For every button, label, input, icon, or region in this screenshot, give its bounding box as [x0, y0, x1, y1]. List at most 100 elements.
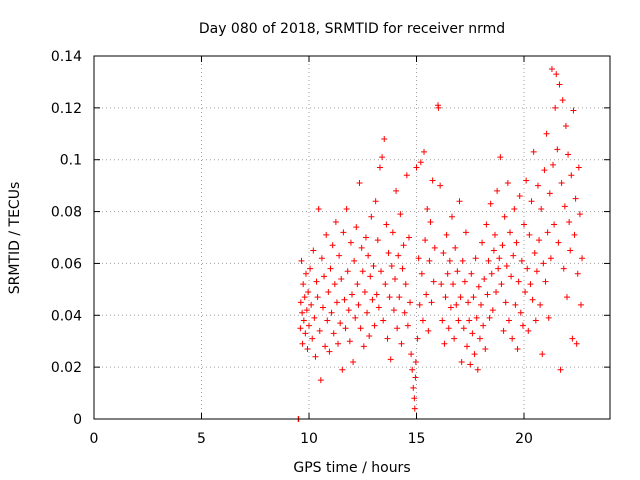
- data-point: [359, 268, 366, 275]
- data-point: [495, 265, 502, 272]
- data-point: [491, 231, 498, 238]
- data-point: [475, 283, 482, 290]
- data-point: [552, 104, 559, 111]
- data-point: [341, 296, 348, 303]
- data-point: [383, 221, 390, 228]
- x-tick-label: 0: [90, 431, 99, 447]
- data-point: [371, 322, 378, 329]
- data-point: [545, 314, 552, 321]
- x-axis-label: GPS time / hours: [293, 460, 410, 476]
- data-point: [499, 242, 506, 249]
- data-point: [498, 281, 505, 288]
- data-point: [453, 301, 460, 308]
- data-points: [295, 65, 586, 422]
- data-point: [346, 338, 353, 345]
- data-point: [573, 340, 580, 347]
- data-point: [419, 317, 426, 324]
- data-point: [378, 268, 385, 275]
- data-point: [355, 301, 362, 308]
- data-point: [480, 322, 487, 329]
- axis-ticks: 0 5 10 15 20 0 0.02 0.04 0.06 0.08 0.1 0.12 0.14: [51, 49, 610, 447]
- data-point: [395, 252, 402, 259]
- data-point: [411, 405, 418, 412]
- data-point: [494, 187, 501, 194]
- data-point: [476, 335, 483, 342]
- data-point: [471, 351, 478, 358]
- data-point: [368, 213, 375, 220]
- data-point: [323, 231, 330, 238]
- data-point: [454, 268, 461, 275]
- data-point: [542, 278, 549, 285]
- data-point: [297, 299, 304, 306]
- grid-lines: [94, 56, 610, 419]
- data-point: [328, 309, 335, 316]
- data-point: [437, 182, 444, 189]
- data-point: [358, 244, 365, 251]
- data-point: [385, 250, 392, 257]
- data-point: [324, 317, 331, 324]
- data-point: [299, 340, 306, 347]
- data-point: [337, 320, 344, 327]
- data-point: [418, 270, 425, 277]
- data-point: [367, 273, 374, 280]
- data-point: [531, 250, 538, 257]
- data-point: [570, 107, 577, 114]
- data-point: [555, 239, 562, 246]
- data-point: [559, 97, 566, 104]
- data-point: [384, 335, 391, 342]
- data-point: [326, 348, 333, 355]
- data-point: [577, 301, 584, 308]
- data-point: [416, 301, 423, 308]
- data-point: [417, 159, 424, 166]
- data-point: [502, 299, 509, 306]
- data-point: [572, 195, 579, 202]
- y-axis-label: SRMTID / TECUs: [7, 182, 23, 295]
- data-point: [534, 182, 541, 189]
- data-point: [390, 307, 397, 314]
- data-point: [460, 325, 467, 332]
- data-point: [381, 135, 388, 142]
- data-point: [567, 247, 574, 254]
- data-point: [574, 270, 581, 277]
- data-point: [462, 229, 469, 236]
- data-point: [304, 345, 311, 352]
- data-point: [459, 257, 466, 264]
- data-point: [424, 205, 431, 212]
- data-point: [576, 211, 583, 218]
- data-point: [352, 314, 359, 321]
- data-point: [543, 130, 550, 137]
- data-point: [564, 294, 570, 301]
- data-point: [402, 281, 409, 288]
- data-point: [575, 164, 582, 171]
- data-point: [474, 366, 481, 373]
- data-point: [544, 229, 551, 236]
- data-point: [388, 263, 395, 270]
- data-point: [333, 299, 340, 306]
- data-point: [357, 325, 364, 332]
- data-point: [490, 247, 497, 254]
- data-point: [512, 301, 519, 308]
- data-point: [308, 301, 315, 308]
- data-point: [360, 343, 367, 350]
- data-point: [426, 257, 433, 264]
- data-point: [527, 281, 534, 288]
- data-point: [373, 291, 380, 298]
- data-point: [362, 234, 369, 241]
- data-point: [518, 257, 525, 264]
- data-point: [303, 307, 310, 314]
- data-point: [541, 167, 548, 174]
- data-point: [354, 281, 361, 288]
- data-point: [313, 278, 320, 285]
- data-point: [345, 307, 352, 314]
- data-point: [558, 180, 565, 187]
- data-point: [427, 218, 434, 225]
- data-point: [560, 265, 567, 272]
- data-point: [521, 221, 527, 228]
- data-point: [470, 294, 477, 301]
- data-point: [369, 296, 376, 303]
- data-point: [319, 304, 326, 311]
- data-point: [482, 345, 489, 352]
- data-point: [322, 343, 329, 350]
- data-point: [458, 358, 465, 365]
- data-point: [562, 123, 569, 130]
